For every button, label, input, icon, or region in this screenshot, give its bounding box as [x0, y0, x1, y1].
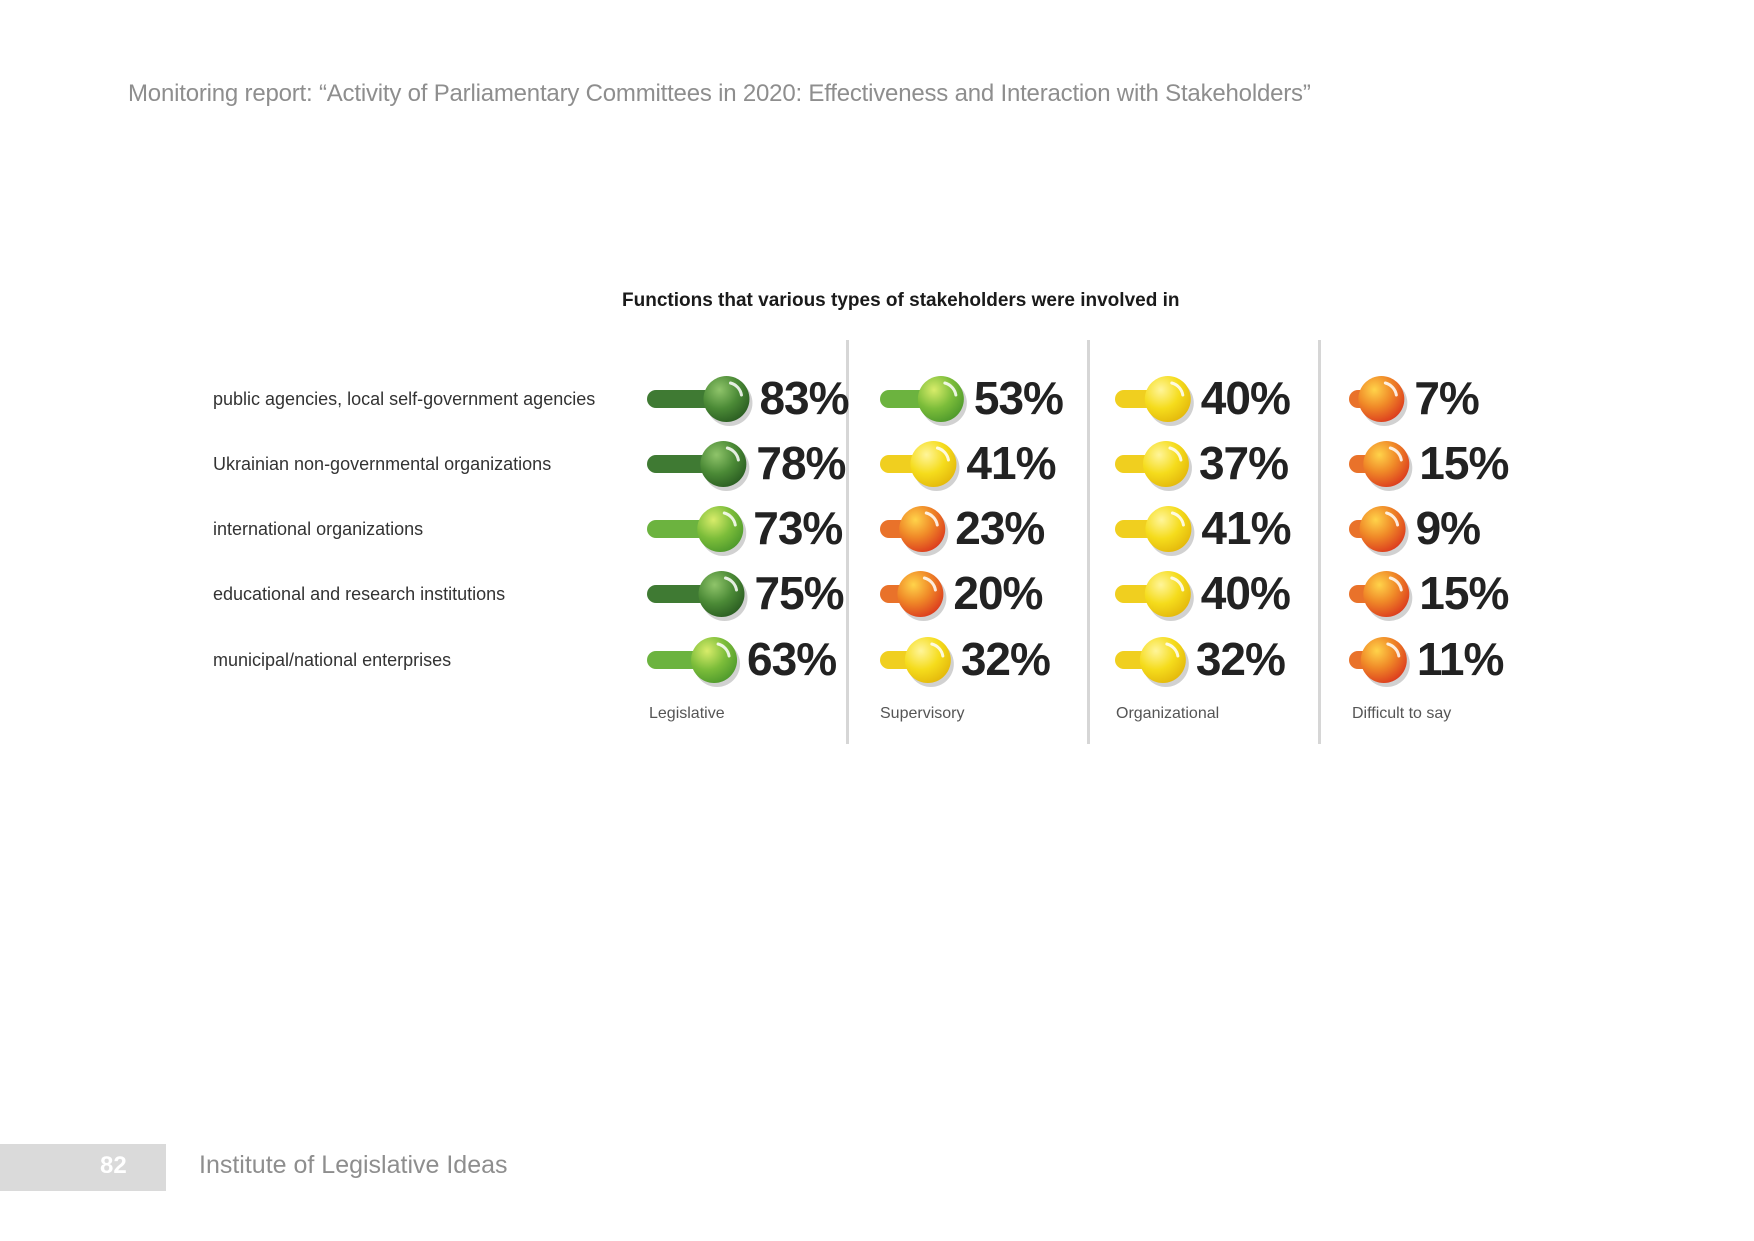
indicator-highlight: [722, 511, 737, 527]
percent-value: 15%: [1419, 437, 1509, 489]
chart-title: Functions that various types of stakehol…: [622, 290, 1180, 311]
percent-value: 75%: [754, 567, 845, 619]
column-divider: [1318, 340, 1321, 744]
indicator-highlight: [922, 576, 937, 592]
row-label-ukrainian-ngos: Ukrainian non-governmental organizations: [213, 454, 552, 474]
indicator-knob: [698, 571, 745, 617]
page-number: 82: [100, 1152, 127, 1179]
indicator-highlight: [930, 642, 945, 658]
indicator-highlight: [728, 381, 743, 397]
row-label-educational-institutions: educational and research institutions: [213, 584, 506, 604]
indicator-highlight: [716, 642, 731, 658]
report-header: Monitoring report: “Activity of Parliame…: [128, 80, 1311, 107]
indicator-highlight: [943, 381, 958, 397]
indicator-knob: [897, 571, 944, 617]
percent-value: 83%: [759, 372, 849, 424]
percent-value: 23%: [955, 502, 1045, 554]
percent-value: 37%: [1198, 437, 1289, 489]
percent-value: 40%: [1200, 372, 1291, 424]
indicator-highlight: [1386, 642, 1401, 658]
percent-value: 40%: [1200, 567, 1291, 619]
percent-value: 41%: [966, 437, 1056, 489]
indicator-knob: [697, 506, 744, 552]
percent-value: 11%: [1416, 633, 1505, 685]
indicator-highlight: [1170, 511, 1185, 527]
indicator-highlight: [1170, 576, 1185, 592]
indicator-knob: [700, 441, 747, 487]
percent-value: 63%: [747, 633, 837, 685]
indicator-knob: [917, 376, 964, 422]
column-label-organizational: Organizational: [1116, 705, 1220, 722]
column-label-difficult-to-say: Difficult to say: [1352, 705, 1452, 722]
indicator-highlight: [724, 576, 738, 592]
percent-value: 78%: [756, 437, 846, 489]
row-label-public-agencies: public agencies, local self-government a…: [213, 389, 596, 409]
footer-org-name: Institute of Legislative Ideas: [199, 1151, 508, 1179]
percent-value: 15%: [1419, 567, 1509, 619]
indicator-knob: [1144, 571, 1191, 617]
indicator-highlight: [1168, 446, 1183, 462]
percent-value: 20%: [953, 567, 1043, 619]
indicator-knob: [1139, 637, 1186, 683]
percent-value: 53%: [973, 372, 1064, 424]
column-divider: [1087, 340, 1090, 744]
indicator-highlight: [1388, 576, 1403, 592]
indicator-highlight: [935, 446, 950, 462]
indicator-knob: [703, 376, 750, 422]
indicator-highlight: [1165, 642, 1180, 658]
row-label-enterprises: municipal/national enterprises: [213, 650, 452, 670]
percent-value: 7%: [1414, 372, 1479, 424]
percent-value: 32%: [1195, 633, 1286, 685]
indicator-knob: [1358, 376, 1405, 422]
indicator-highlight: [725, 446, 740, 462]
indicator-knob: [910, 441, 957, 487]
indicator-knob: [1145, 506, 1192, 552]
indicator-knob: [1142, 441, 1189, 487]
percent-value: 32%: [960, 633, 1051, 685]
indicator-highlight: [1388, 446, 1403, 462]
column-label-supervisory: Supervisory: [880, 705, 965, 722]
percent-value: 73%: [753, 502, 843, 554]
column-label-legislative: Legislative: [649, 705, 725, 722]
column-divider: [846, 340, 849, 744]
indicator-highlight: [1383, 381, 1398, 397]
indicator-knob: [1144, 376, 1191, 422]
indicator-knob: [899, 506, 946, 552]
indicator-highlight: [1385, 511, 1400, 527]
indicator-knob: [691, 637, 738, 683]
page-number-box: 82: [0, 1144, 166, 1191]
indicator-knob: [904, 637, 951, 683]
percent-value: 9%: [1415, 502, 1481, 554]
row-label-international-orgs: international organizations: [213, 519, 424, 539]
indicator-highlight: [924, 511, 939, 527]
indicator-knob: [1363, 571, 1410, 617]
indicator-knob: [1359, 506, 1406, 552]
indicator-knob: [1360, 637, 1407, 683]
percent-value: 41%: [1201, 502, 1291, 554]
indicator-highlight: [1170, 381, 1185, 397]
indicator-knob: [1363, 441, 1410, 487]
